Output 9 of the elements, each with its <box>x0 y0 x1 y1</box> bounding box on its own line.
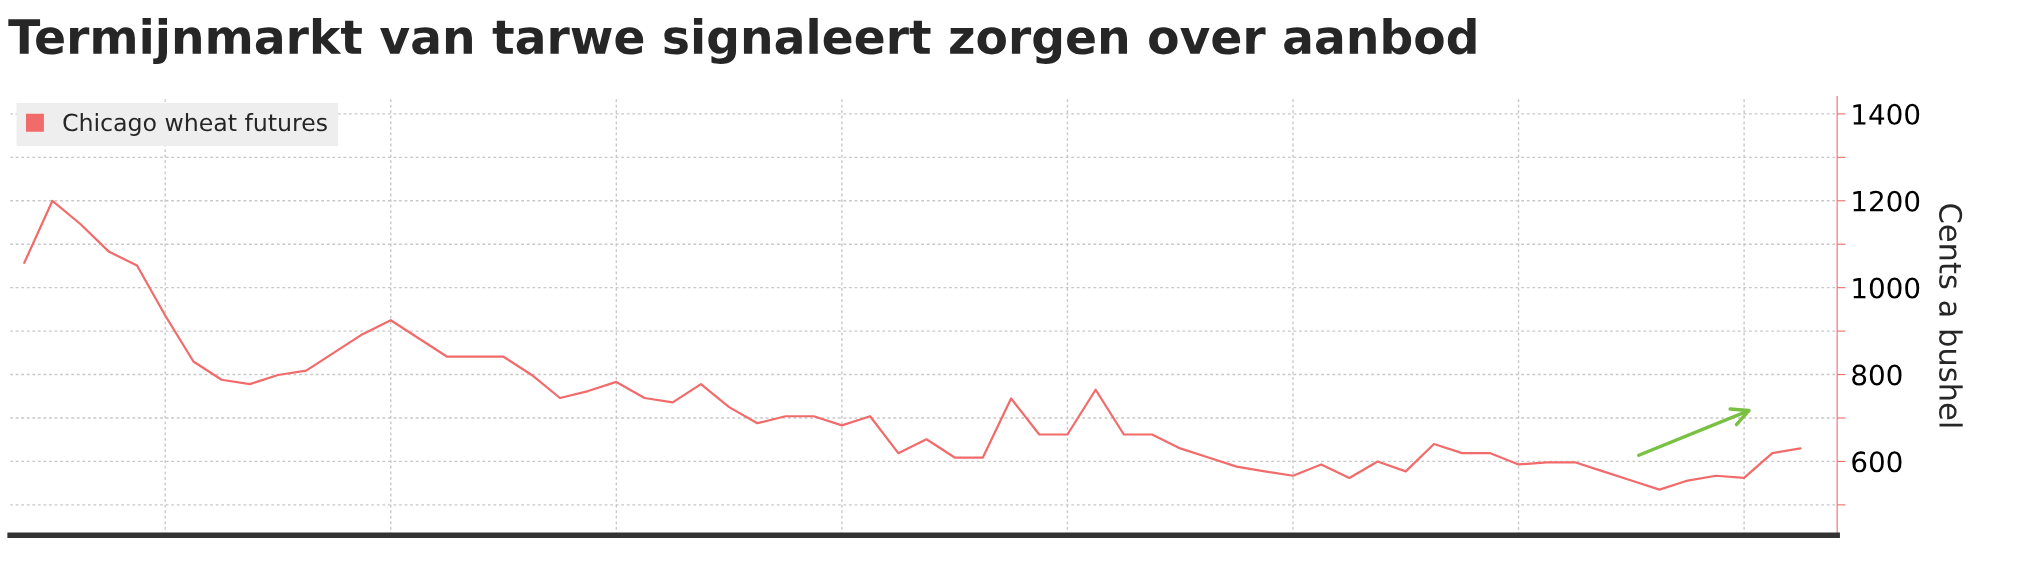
y-tick-label: 800 <box>1852 364 1902 386</box>
y-tick-label: 600 <box>1852 451 1902 473</box>
chart-title: Termijnmarkt van tarwe signaleert zorgen over aanbod <box>8 17 1476 64</box>
line-series <box>23 199 1802 491</box>
y-tick-label: 1400 <box>1853 103 1920 125</box>
legend-label: Chicago wheat futures <box>63 113 327 136</box>
y-axis-title: Cents a bushel <box>1939 204 1963 427</box>
y-tick-label: 1000 <box>1853 277 1920 299</box>
y-tick-label: 1200 <box>1853 190 1920 212</box>
